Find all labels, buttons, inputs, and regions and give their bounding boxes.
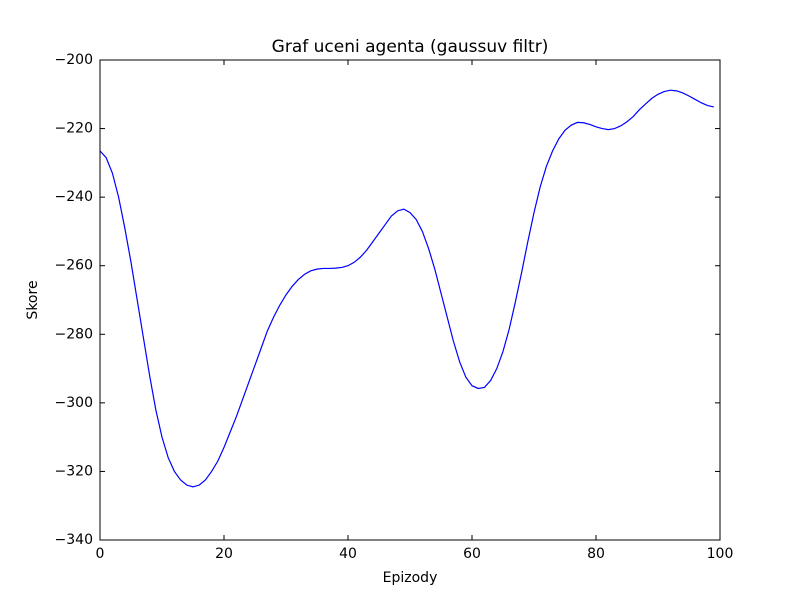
y-tick-label: −300 — [55, 395, 93, 411]
y-tick-label: −220 — [55, 121, 93, 137]
x-tick-label: 20 — [215, 546, 233, 562]
x-tick-label: 0 — [96, 546, 105, 562]
y-tick-label: −340 — [55, 532, 93, 548]
x-tick-label: 40 — [339, 546, 357, 562]
plot-frame — [99, 59, 721, 541]
y-tick-label: −260 — [55, 258, 93, 274]
y-tick-label: −280 — [55, 326, 93, 342]
x-tick-label: 80 — [587, 546, 605, 562]
x-tick-label: 100 — [707, 546, 734, 562]
y-axis-label: Skore — [25, 280, 41, 319]
y-tick-label: −200 — [55, 52, 93, 68]
y-tick-label: −320 — [55, 463, 93, 479]
data-line — [99, 89, 714, 488]
x-tick-label: 60 — [463, 546, 481, 562]
y-tick-label: −240 — [55, 189, 93, 205]
chart-title: Graf uceni agenta (gaussuv filtr) — [272, 37, 549, 57]
x-axis-label: Epizody — [383, 570, 438, 586]
